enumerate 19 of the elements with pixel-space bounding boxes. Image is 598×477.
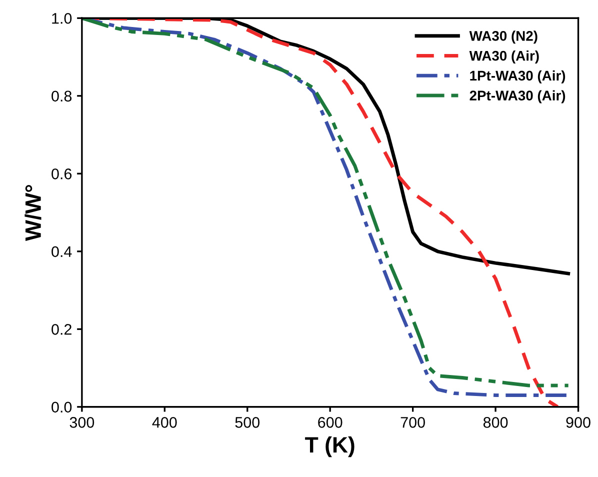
x-tick-label: 700 [400, 417, 425, 428]
x-tick-label: 300 [70, 417, 94, 428]
x-tick-label: 600 [318, 417, 342, 428]
x-axis-title: T (K) [305, 436, 354, 458]
legend-label: WA30 (Air) [469, 50, 539, 64]
x-tick-label: 800 [483, 417, 508, 428]
legend-label: 1Pt-WA30 (Air) [470, 70, 566, 84]
y-tick-label: 1.0 [52, 12, 72, 24]
x-tick-label: 500 [235, 417, 260, 428]
x-tick-label: 400 [152, 417, 177, 428]
y-tick-label: 0.4 [52, 246, 72, 258]
y-tick-label: 0.8 [52, 90, 72, 102]
y-tick-label: 0.0 [52, 402, 72, 413]
legend-label: 2Pt-WA30 (Air) [470, 90, 566, 104]
x-tick-label: 900 [566, 417, 590, 428]
y-tick-label: 0.2 [52, 324, 72, 335]
y-tick-label: 0.6 [52, 168, 72, 180]
y-axis-title: W/W° [24, 184, 42, 241]
legend-label: WA30 (N2) [469, 30, 538, 44]
